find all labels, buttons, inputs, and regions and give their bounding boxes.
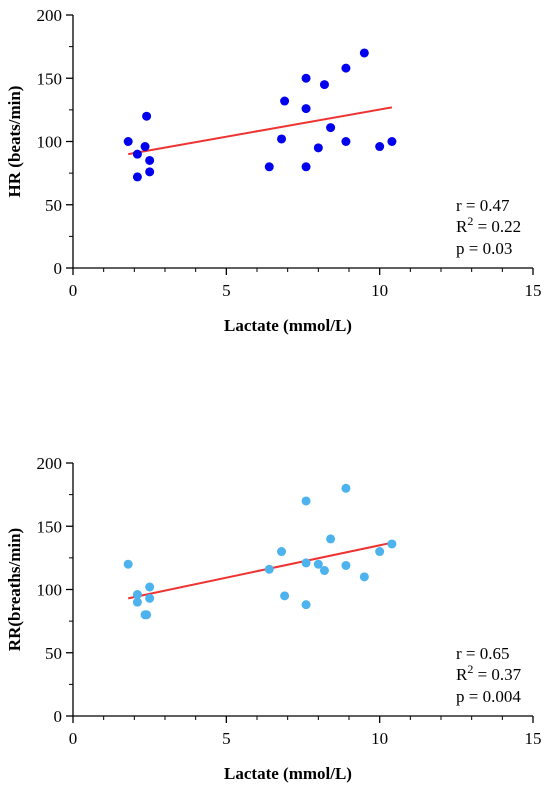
data-point [132, 597, 142, 607]
data-point [359, 572, 369, 582]
y-tick-label: 150 [37, 517, 63, 536]
stat-value: = 0.22 [473, 217, 521, 236]
y-tick-label: 50 [45, 196, 62, 215]
data-point [145, 593, 155, 603]
x-tick-label: 0 [69, 729, 78, 748]
stat-value: = 0.37 [473, 665, 521, 684]
data-point [123, 137, 133, 146]
stat-superscript: 2 [467, 662, 473, 676]
data-point [277, 134, 287, 144]
data-point [132, 590, 142, 600]
y-tick-label: 150 [37, 69, 63, 88]
stat-annotation: R2 = 0.37 [456, 662, 522, 684]
data-point [301, 496, 311, 506]
data-point [301, 600, 311, 610]
data-point [301, 558, 311, 568]
data-point [142, 610, 152, 620]
data-point [142, 111, 152, 121]
x-axis-title: Lactate (mmol/L) [224, 316, 352, 335]
x-tick-label: 10 [371, 281, 388, 300]
data-point [375, 142, 385, 152]
x-tick-label: 0 [69, 281, 78, 300]
y-axis-title: RR(breaths/min) [5, 528, 24, 651]
x-tick-label: 15 [525, 281, 542, 300]
data-point [145, 155, 155, 165]
data-point [301, 162, 311, 172]
y-tick-label: 200 [37, 6, 63, 25]
stat-annotation: R2 = 0.22 [456, 214, 521, 236]
data-point [145, 167, 155, 177]
data-point [319, 80, 329, 90]
x-tick-label: 5 [222, 281, 231, 300]
data-point [319, 566, 329, 576]
x-tick-label: 15 [525, 729, 542, 748]
data-point [387, 137, 397, 146]
data-point [313, 143, 323, 153]
data-point [326, 534, 336, 544]
data-point [341, 560, 351, 570]
y-tick-label: 100 [37, 133, 63, 152]
data-point [375, 547, 385, 557]
y-tick-label: 200 [37, 454, 63, 473]
stat-label: R [456, 217, 468, 236]
regression-line [128, 106, 393, 156]
data-point [123, 559, 133, 569]
data-point [301, 104, 311, 114]
data-point [341, 483, 351, 493]
data-point [145, 582, 155, 592]
y-tick-label: 0 [54, 707, 63, 726]
stat-annotation: r = 0.65 [456, 644, 510, 663]
y-tick-label: 50 [45, 644, 62, 663]
x-tick-label: 5 [222, 729, 231, 748]
stat-superscript: 2 [467, 214, 473, 228]
data-point [326, 123, 336, 133]
stat-annotation: r = 0.47 [456, 196, 510, 215]
regression-line [127, 541, 393, 600]
data-point [140, 142, 150, 152]
data-point [387, 539, 397, 549]
data-point [132, 172, 142, 182]
stat-annotation: p = 0.004 [456, 687, 521, 706]
data-point [264, 564, 274, 574]
data-point [359, 48, 369, 58]
data-point [313, 559, 323, 569]
stat-annotation: p = 0.03 [456, 239, 512, 258]
data-point [301, 73, 311, 83]
data-point [277, 547, 287, 557]
y-axis-title: HR (beats/min) [5, 86, 24, 198]
data-point [280, 96, 290, 106]
data-point [264, 162, 274, 172]
y-tick-label: 0 [54, 259, 63, 278]
y-tick-label: 100 [37, 581, 63, 600]
stat-label: R [456, 665, 468, 684]
data-point [341, 63, 351, 73]
data-point [341, 137, 351, 146]
data-point [280, 591, 290, 601]
x-axis-title: Lactate (mmol/L) [224, 764, 352, 783]
data-point [132, 149, 142, 159]
x-tick-label: 10 [371, 729, 388, 748]
